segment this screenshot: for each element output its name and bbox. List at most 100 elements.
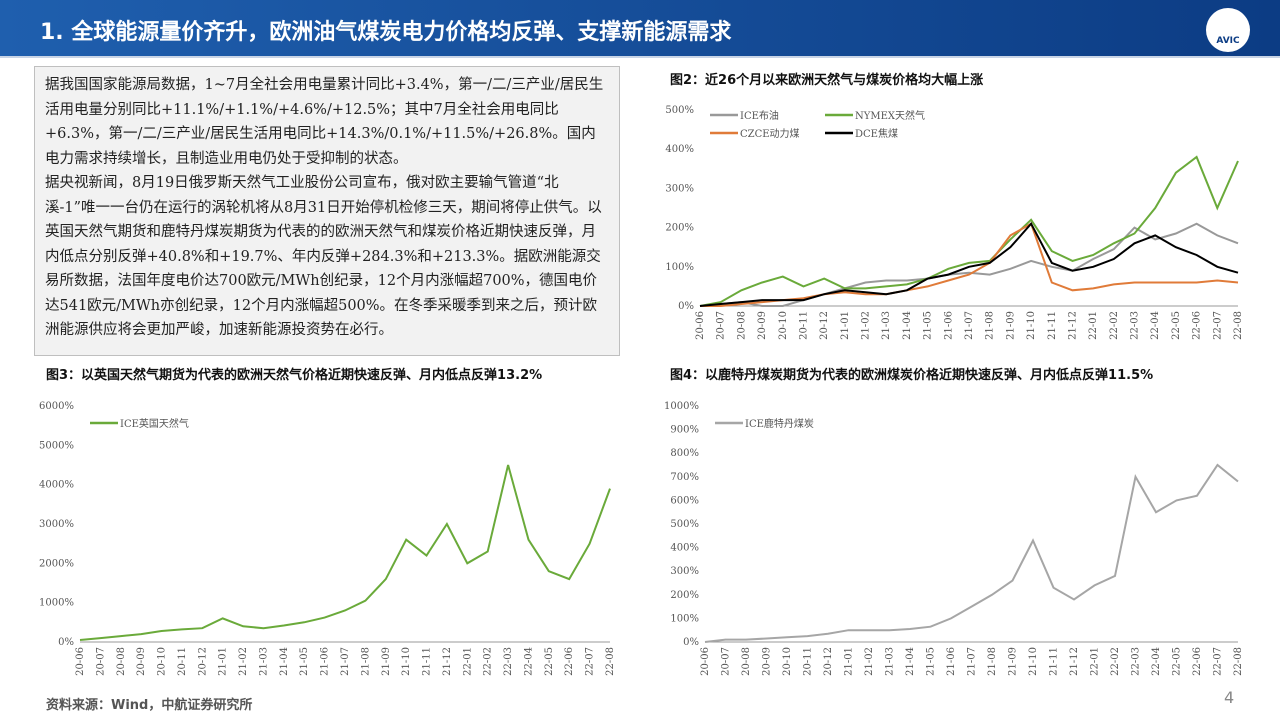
- x-tick-label: 21-02: [238, 647, 249, 676]
- x-tick-label: 22-07: [1212, 311, 1223, 340]
- x-tick-label: 22-04: [1151, 647, 1162, 676]
- x-tick-label: 22-06: [564, 647, 575, 676]
- legend-label: ICE布油: [740, 109, 779, 122]
- x-tick-label: 20-12: [197, 647, 208, 676]
- y-tick-label: 800%: [670, 448, 699, 459]
- header-title: 1. 全球能源量价齐升，欧洲油气煤炭电力价格均反弹、支撑新能源需求: [40, 20, 732, 45]
- series-line: [79, 464, 611, 641]
- logo: AVIC: [1206, 8, 1250, 52]
- chart: 0% 100% 200% 300% 400% 500% 20-06 20-07 20-08 20-…: [665, 105, 1244, 340]
- x-tick-label: 21-10: [1026, 311, 1037, 340]
- y-tick-label: 0%: [683, 637, 699, 648]
- x-tick-label: 22-05: [544, 647, 555, 676]
- x-tick-label: 21-09: [1005, 311, 1016, 340]
- y-tick-label: 200%: [665, 223, 694, 234]
- y-tick-label: 6000%: [39, 401, 74, 412]
- x-tick-label: 21-11: [1049, 647, 1060, 676]
- x-tick-label: 21-10: [1028, 647, 1039, 676]
- legend-label: DCE焦煤: [855, 127, 898, 140]
- y-tick-label: 100%: [670, 613, 699, 624]
- y-tick-label: 3000%: [39, 519, 74, 530]
- x-tick-label: 21-06: [320, 647, 331, 676]
- x-tick-label: 22-02: [1109, 311, 1120, 340]
- x-tick-label: 21-05: [299, 647, 310, 676]
- x-tick-label: 22-01: [1090, 647, 1101, 676]
- x-tick-label: 21-10: [401, 647, 412, 676]
- y-tick-label: 1000%: [39, 598, 74, 609]
- x-tick-label: 21-07: [964, 311, 975, 340]
- x-tick-label: 20-09: [762, 647, 773, 676]
- y-tick-label: 0%: [678, 301, 694, 312]
- x-tick-label: 21-12: [442, 647, 453, 676]
- y-tick-label: 200%: [670, 590, 699, 601]
- page-number: 4: [1224, 688, 1235, 707]
- x-tick-label: 20-06: [700, 647, 711, 676]
- x-tick-label: 20-11: [798, 311, 809, 340]
- x-tick-label: 20-06: [695, 311, 706, 340]
- x-tick-label: 22-03: [1130, 311, 1141, 340]
- y-tick-label: 500%: [665, 105, 694, 116]
- series-line: [704, 463, 1239, 643]
- paragraph: 据央视新闻，8月19日俄罗斯天然气工业股份公司宣布，俄对欧主要输气管道“北溪-1…: [45, 175, 602, 338]
- x-tick-label: 22-03: [503, 647, 514, 676]
- legend-label: ICE英国天然气: [120, 417, 189, 430]
- x-tick-label: 22-04: [523, 647, 534, 676]
- source-note: 资料来源：Wind，中航证券研究所: [46, 698, 253, 713]
- x-tick-label: 21-09: [1008, 647, 1019, 676]
- x-tick-label: 20-10: [778, 311, 789, 340]
- x-tick-label: 21-09: [381, 647, 392, 676]
- x-tick-label: 22-04: [1150, 311, 1161, 340]
- x-tick-label: 21-05: [923, 311, 934, 340]
- x-tick-label: 21-03: [881, 311, 892, 340]
- y-tick-label: 100%: [665, 262, 694, 273]
- x-tick-label: 22-01: [1088, 311, 1099, 340]
- x-tick-label: 20-06: [75, 647, 86, 676]
- chart-title: 图4：以鹿特丹煤炭期货为代表的欧洲煤炭价格近期快速反弹、月内低点反弹11.5%: [670, 368, 1154, 383]
- y-tick-label: 300%: [670, 566, 699, 577]
- x-tick-label: 21-08: [360, 647, 371, 676]
- x-tick-label: 21-04: [902, 311, 913, 340]
- x-tick-label: 21-03: [885, 647, 896, 676]
- x-tick-label: 20-07: [95, 647, 106, 676]
- x-tick-label: 20-10: [782, 647, 793, 676]
- legend-label: CZCE动力煤: [740, 127, 800, 140]
- x-tick-label: 22-08: [605, 647, 616, 676]
- x-tick-label: 21-06: [943, 311, 954, 340]
- y-tick-label: 2000%: [39, 558, 74, 569]
- y-tick-label: 600%: [670, 495, 699, 506]
- x-tick-label: 20-11: [803, 647, 814, 676]
- x-tick-label: 22-01: [462, 647, 473, 676]
- header: 1. 全球能源量价齐升，欧洲油气煤炭电力价格均反弹、支撑新能源需求 AVIC: [0, 0, 1280, 58]
- chart-title: 图2：近26个月以来欧洲天然气与煤炭价格均大幅上涨: [670, 73, 984, 88]
- x-tick-label: 21-06: [946, 647, 957, 676]
- x-tick-label: 20-08: [116, 647, 127, 676]
- y-tick-label: 400%: [665, 144, 694, 155]
- chart: 0% 1000% 2000% 3000% 4000% 5000% 6000% 20-06 20-…: [39, 401, 616, 676]
- series-line: [699, 222, 1239, 307]
- x-tick-label: 21-02: [864, 647, 875, 676]
- x-tick-label: 20-08: [741, 647, 752, 676]
- x-tick-label: 21-07: [340, 647, 351, 676]
- x-tick-label: 22-06: [1192, 311, 1203, 340]
- x-tick-label: 21-11: [422, 647, 433, 676]
- series-line: [699, 221, 1239, 307]
- x-tick-label: 20-10: [157, 647, 168, 676]
- x-tick-label: 21-08: [987, 647, 998, 676]
- chart-title: 图3：以英国天然气期货为代表的欧洲天然气价格近期快速反弹、月内低点反弹13.2%: [46, 368, 543, 383]
- y-tick-label: 1000%: [664, 401, 699, 412]
- x-tick-label: 21-08: [985, 311, 996, 340]
- x-tick-label: 22-08: [1233, 311, 1244, 340]
- x-tick-label: 22-07: [1213, 647, 1224, 676]
- x-tick-label: 20-11: [177, 647, 188, 676]
- x-tick-label: 21-03: [258, 647, 269, 676]
- x-tick-label: 20-08: [736, 311, 747, 340]
- x-tick-label: 21-01: [840, 311, 851, 340]
- paragraph: 据我国国家能源局数据，1~7月全社会用电量累计同比+3.4%，第一/二/三产业/…: [45, 77, 604, 167]
- legend-label: ICE鹿特丹煤炭: [745, 417, 814, 430]
- x-tick-label: 22-07: [585, 647, 596, 676]
- x-tick-label: 21-12: [1069, 647, 1080, 676]
- y-tick-label: 700%: [670, 472, 699, 483]
- x-tick-label: 21-07: [967, 647, 978, 676]
- x-tick-label: 21-02: [861, 311, 872, 340]
